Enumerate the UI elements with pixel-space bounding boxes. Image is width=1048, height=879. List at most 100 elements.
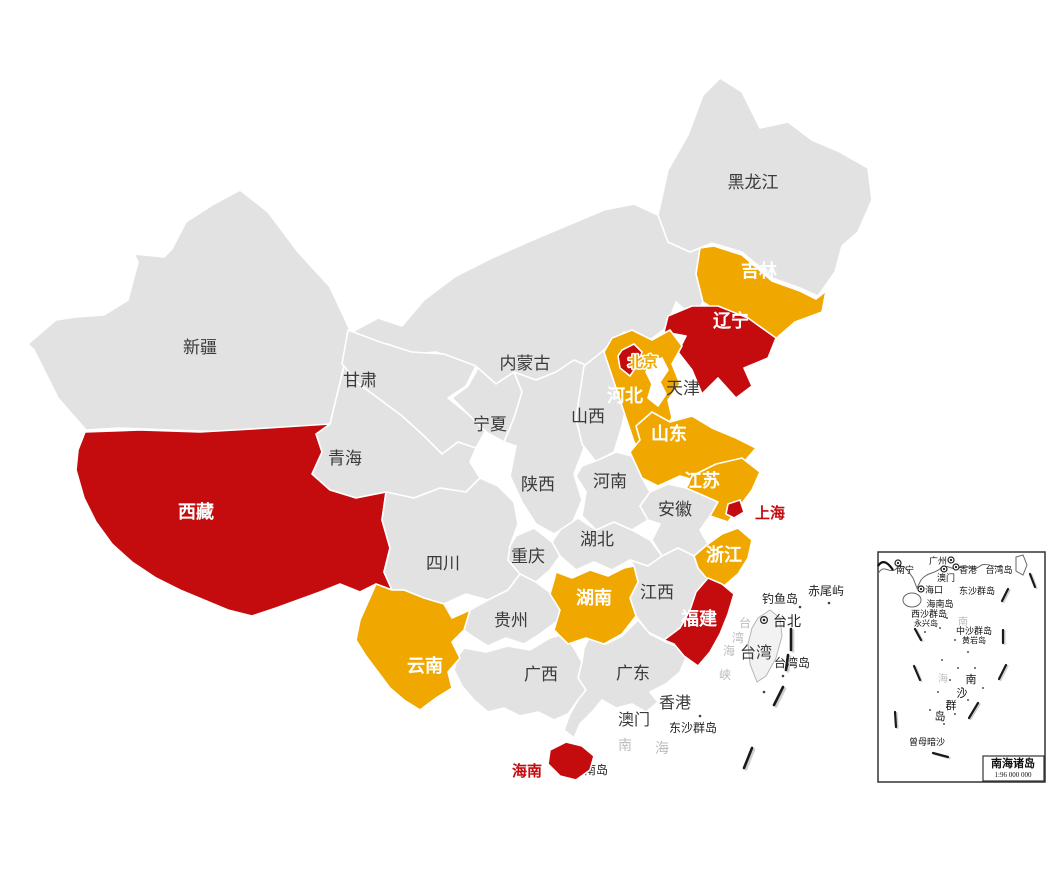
inset-island-label: 永兴岛 [914, 618, 938, 628]
inset-city-marker [894, 559, 902, 567]
inset-island-label: 曾母暗沙 [909, 736, 945, 747]
sea-label: 台 [739, 615, 751, 630]
province-label-guangdong: 广东 [616, 664, 650, 683]
inset-dash-segment [997, 663, 1008, 681]
province-label-shandong: 山东 [651, 423, 687, 444]
inset-islet-dot [961, 687, 963, 689]
island-label: 东沙群岛 [669, 720, 717, 735]
inset-dash-shadow [969, 702, 981, 721]
inset-islet-dot [967, 699, 969, 701]
sea-label: 峡 [719, 668, 731, 682]
inset-dash-segment [1000, 587, 1010, 603]
province-hunan [549, 565, 639, 645]
inset-islet-dot [947, 701, 949, 703]
province-tianjin [645, 357, 669, 407]
nine-dash-line-segments [698, 601, 831, 771]
province-yunnan [355, 583, 471, 711]
inset-islet-dot [937, 691, 939, 693]
province-label-shanghai: 上海 [755, 504, 785, 522]
inset-nansha-label: 岛 [935, 709, 946, 723]
inset-island-label: 中沙群岛 [956, 625, 992, 636]
inset-border [877, 551, 1046, 783]
inset-dash-segment [1028, 572, 1037, 589]
province-xinjiang [27, 189, 351, 433]
inset-islet-dot [946, 617, 948, 619]
inset-title: 南海诸岛 [991, 756, 1035, 770]
province-label-hunan: 湖南 [576, 587, 612, 608]
inset-sea-label: 海 [938, 672, 948, 685]
inset-dash-segment [931, 751, 950, 759]
inset-taiwan-island [1015, 554, 1028, 576]
islet-dot [698, 714, 702, 718]
inset-coast-west [877, 561, 894, 571]
inset-title-box [982, 755, 1045, 782]
inset-dash-shadow [895, 711, 899, 730]
province-shaanxi [503, 359, 593, 535]
inset-islet-dot [941, 659, 943, 661]
dash-segment [772, 685, 785, 707]
province-shanghai [725, 499, 745, 519]
inset-sea-label: 南 [958, 615, 968, 628]
inset-dash-shadow [999, 664, 1009, 682]
province-hainan [547, 741, 595, 781]
province-label-zhejiang: 浙江 [706, 544, 742, 565]
province-label-gansu: 甘肃 [343, 371, 377, 390]
province-label-xizang: 西藏 [178, 502, 214, 522]
inset-islet-dot [967, 651, 969, 653]
province-heilongjiang [657, 77, 873, 297]
inset-islet-dot [954, 639, 956, 641]
inset-islet-dot [929, 709, 931, 711]
province-label-yunnan: 云南 [407, 655, 443, 676]
province-label-guizhou: 贵州 [494, 611, 528, 630]
dash-segment [784, 653, 790, 672]
province-label-tianjin: 天津 [666, 379, 700, 398]
islet-dot [798, 605, 802, 609]
inset-city-marker [947, 556, 955, 564]
taipei-label: 台北 [773, 613, 801, 629]
inset-scale: 1:96 000 000 [995, 771, 1032, 779]
inset-islet-dot [974, 667, 976, 669]
dash-shadow [744, 748, 756, 771]
sea-label: 湾 [732, 630, 744, 645]
inset-island-label: 东沙群岛 [959, 585, 995, 596]
inset-dash-segment [913, 627, 923, 642]
island-label: 赤尾屿 [808, 584, 844, 598]
islet-dot [762, 690, 766, 694]
province-label-hebei: 河北 [607, 386, 643, 406]
inset-island-label: 海南岛 [926, 598, 953, 609]
province-label-liaoning: 辽宁 [713, 310, 749, 331]
sea-label: 海 [723, 643, 735, 658]
inset-islet-dot [924, 631, 926, 633]
inset-dash-segment [912, 664, 922, 682]
inset-dash-shadow [1002, 588, 1011, 604]
dash-shadow [774, 687, 787, 708]
province-label-heilongjiang: 黑龙江 [728, 173, 779, 192]
province-fujian [663, 577, 735, 667]
province-taiwan-island [747, 609, 783, 683]
dash-shadow [786, 655, 792, 673]
inset-city-marker [940, 565, 948, 573]
province-label-xinjiang: 新疆 [183, 338, 217, 357]
inset-island-label: 黄岩岛 [962, 635, 986, 645]
province-label-shaanxi: 陕西 [521, 475, 555, 494]
inset-island-label: 西沙群岛 [911, 608, 947, 619]
province-beijing [617, 343, 643, 377]
province-label-fujian: 福建 [680, 608, 717, 629]
province-label-jiangsu: 江苏 [684, 470, 720, 491]
islet-dot [781, 674, 785, 678]
sea-label: 海 [655, 741, 669, 757]
inset-nansha-label: 南 [966, 673, 977, 686]
province-zhejiang [693, 527, 753, 587]
sea-label: 南 [618, 738, 632, 754]
province-label-sichuan: 四川 [426, 554, 460, 573]
inset-city-label: 广州 [929, 555, 947, 566]
inset-city-label: 香港 [959, 564, 977, 575]
inset-nansha-label: 群 [946, 698, 957, 712]
inset-islet-dot [982, 687, 984, 689]
inset-dash-segment [967, 701, 980, 720]
province-label-neimenggu: 内蒙古 [500, 354, 551, 373]
inset-dash-segment [893, 710, 898, 729]
islet-dot [827, 601, 831, 605]
